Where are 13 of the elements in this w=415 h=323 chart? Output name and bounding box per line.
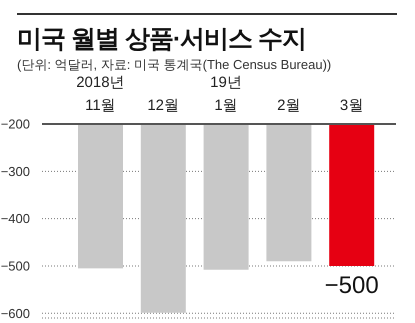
chart-title: 미국 월별 상품·서비스 수지 bbox=[17, 24, 306, 55]
y-tick-label: −500 bbox=[0, 258, 30, 274]
x-tick-label: 12월 bbox=[147, 97, 180, 114]
y-tick-label: −200 bbox=[0, 116, 30, 132]
y-tick-label: −600 bbox=[0, 306, 30, 321]
x-tick-label: 2018년 11월 bbox=[76, 74, 125, 114]
y-tick-label: −300 bbox=[0, 164, 30, 179]
x-tick-label: 2월 bbox=[277, 97, 300, 114]
chart-subtitle: (단위: 억달러, 자료: 미국 통계국(The Census Bureau)) bbox=[17, 56, 332, 74]
data-label: −500 bbox=[324, 272, 379, 300]
y-tick-label: −400 bbox=[0, 211, 30, 226]
x-tick-label: 19년 1월 bbox=[210, 74, 242, 114]
x-tick-label: 3월 bbox=[340, 97, 364, 114]
